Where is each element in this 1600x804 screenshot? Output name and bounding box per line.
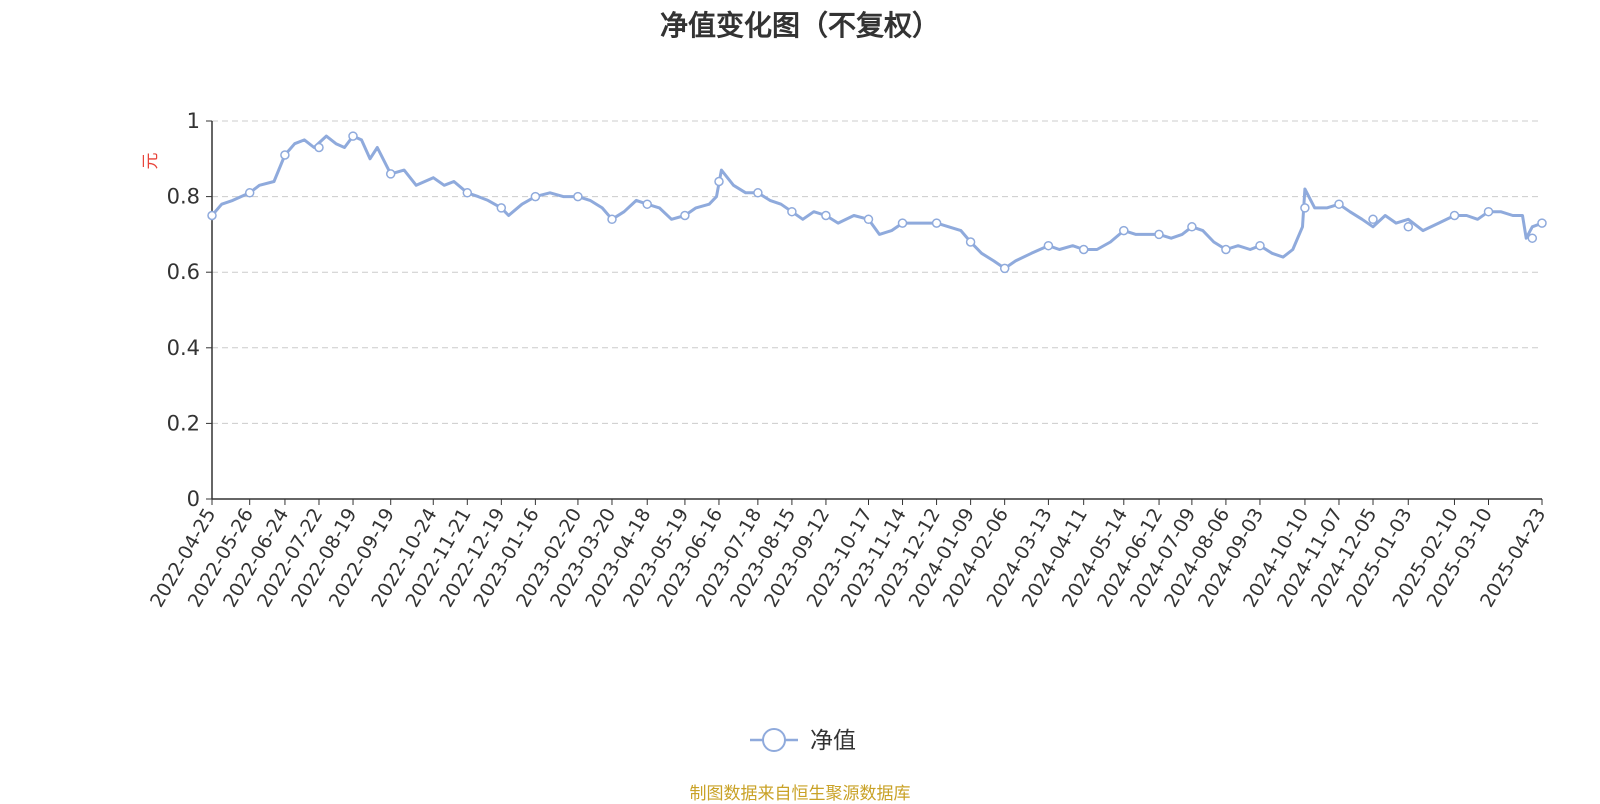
legend-label: 净值 <box>810 728 856 754</box>
series-marker[interactable] <box>1119 225 1129 236</box>
series-marker[interactable] <box>244 188 255 198</box>
series-marker[interactable] <box>530 191 541 202</box>
series-marker[interactable] <box>607 214 617 225</box>
series-marker[interactable] <box>348 131 358 141</box>
series-marker[interactable] <box>642 199 652 209</box>
series-marker[interactable] <box>1187 222 1197 232</box>
series-marker[interactable] <box>314 142 324 153</box>
legend[interactable]: 净值 <box>750 728 856 754</box>
y-tick-label: 1 <box>187 109 200 133</box>
series-marker[interactable] <box>1043 240 1054 251</box>
y-tick-labels: 0 0.2 0.4 0.6 0.8 1 <box>167 109 212 511</box>
series-marker[interactable] <box>1403 222 1414 232</box>
series-marker[interactable] <box>1537 218 1547 228</box>
series-marker[interactable] <box>1154 229 1164 240</box>
y-axis-label: 元 <box>141 153 161 170</box>
series-marker[interactable] <box>680 210 690 221</box>
x-tick-labels: 2022-04-252022-05-262022-06-242022-07-22… <box>146 499 1550 611</box>
legend-marker-icon <box>762 728 786 752</box>
series-marker[interactable] <box>897 218 908 228</box>
series-marker[interactable] <box>1527 233 1538 243</box>
series-marker[interactable] <box>1078 244 1089 255</box>
series-marker[interactable] <box>999 263 1010 274</box>
series-line-net-value <box>210 134 1544 270</box>
y-tick-label: 0.8 <box>167 185 200 209</box>
y-tick-label: 0.4 <box>167 336 200 360</box>
series-marker[interactable] <box>714 176 724 187</box>
series-markers <box>207 131 1547 274</box>
series-marker[interactable] <box>753 188 763 198</box>
series-marker[interactable] <box>573 191 583 202</box>
source-note: 制图数据来自恒生聚源数据库 <box>689 784 911 804</box>
series-marker[interactable] <box>462 188 473 198</box>
series-marker[interactable] <box>787 206 797 217</box>
series-marker[interactable] <box>385 169 396 179</box>
y-tick-label: 0.2 <box>167 411 200 435</box>
series-marker[interactable] <box>863 214 874 225</box>
series-marker[interactable] <box>1449 210 1460 221</box>
series-marker[interactable] <box>1483 206 1494 217</box>
series-marker[interactable] <box>496 203 507 213</box>
series-marker[interactable] <box>1255 240 1265 251</box>
series-marker[interactable] <box>965 237 976 247</box>
chart-title: 净值变化图（不复权） <box>659 9 940 42</box>
grid-lines <box>212 120 1542 424</box>
y-tick-label: 0 <box>187 487 200 511</box>
series-marker[interactable] <box>280 150 290 160</box>
series-marker[interactable] <box>1368 214 1378 225</box>
series-marker[interactable] <box>931 218 942 228</box>
series-marker[interactable] <box>1221 244 1231 255</box>
y-tick-label: 0.6 <box>167 260 200 284</box>
series-marker[interactable] <box>1300 203 1310 213</box>
series-marker[interactable] <box>207 210 217 221</box>
series-marker[interactable] <box>821 210 831 221</box>
series-marker[interactable] <box>1334 199 1344 209</box>
